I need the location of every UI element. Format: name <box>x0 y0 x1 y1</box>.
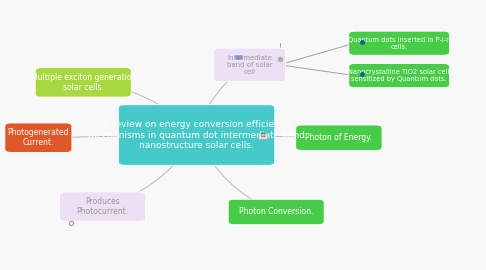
FancyBboxPatch shape <box>214 48 286 82</box>
FancyBboxPatch shape <box>59 192 146 221</box>
Text: Nanocrystalline TiO2 solar cell
sensitized by Quantum dots.: Nanocrystalline TiO2 solar cell sensitiz… <box>348 69 450 82</box>
FancyBboxPatch shape <box>228 199 324 225</box>
Text: Intermediate
band of solar
cell: Intermediate band of solar cell <box>227 55 273 75</box>
FancyBboxPatch shape <box>295 125 382 150</box>
FancyBboxPatch shape <box>349 31 450 55</box>
Text: Produces
Photocurrent.: Produces Photocurrent. <box>76 197 129 216</box>
FancyBboxPatch shape <box>258 133 267 139</box>
Text: Multiple exciton generation
solar cells.: Multiple exciton generation solar cells. <box>31 73 136 92</box>
Text: Quantum dots inserted in P-i-n
cells.: Quantum dots inserted in P-i-n cells. <box>348 37 451 50</box>
FancyBboxPatch shape <box>235 55 243 60</box>
FancyBboxPatch shape <box>349 64 450 87</box>
Text: Photogenerated
Current.: Photogenerated Current. <box>8 128 69 147</box>
FancyBboxPatch shape <box>119 105 275 165</box>
FancyBboxPatch shape <box>35 68 131 97</box>
Text: A review on energy conversion efficiency
mechanisms in quantum dot intermediate : A review on energy conversion efficiency… <box>88 120 305 150</box>
FancyBboxPatch shape <box>5 123 72 152</box>
Text: Photon Conversion.: Photon Conversion. <box>239 207 313 217</box>
Text: Photon of Energy.: Photon of Energy. <box>305 133 372 142</box>
Text: ⊟: ⊟ <box>260 133 265 138</box>
